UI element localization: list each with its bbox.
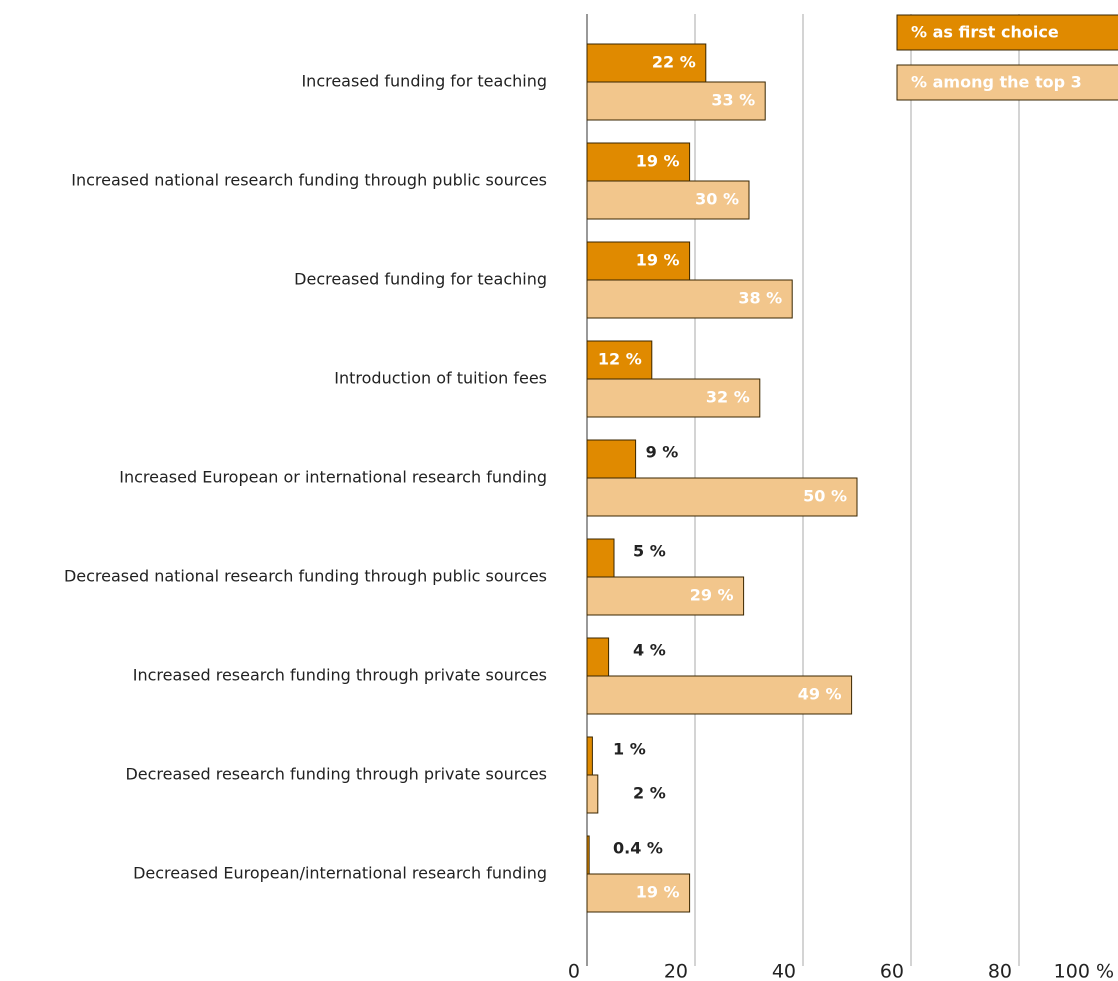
bar (586, 43, 707, 83)
legend-label: % as first choice (911, 23, 1059, 42)
bar (586, 873, 691, 913)
bar (586, 279, 793, 319)
value-label: 30 % (695, 190, 739, 209)
bar (586, 378, 761, 418)
value-label: 49 % (798, 685, 842, 704)
bar (586, 538, 615, 578)
bar (586, 576, 745, 616)
x-tick-label: 0 (568, 961, 580, 981)
legend-label: % among the top 3 (911, 73, 1082, 92)
value-label: 19 % (636, 251, 680, 270)
category-label: Increased national research funding thro… (71, 171, 547, 190)
bar (586, 81, 766, 121)
category-label: Decreased national research funding thro… (64, 567, 547, 586)
category-label: Decreased research funding through priva… (125, 765, 547, 784)
category-label: Increased research funding through priva… (133, 666, 547, 685)
x-tick-label: 100 % (1054, 961, 1114, 981)
bar (586, 736, 593, 776)
value-label: 38 % (738, 289, 782, 308)
category-label: Decreased funding for teaching (294, 270, 547, 289)
bar (586, 637, 610, 677)
x-tick-label: 80 (988, 961, 1012, 981)
value-label: 2 % (633, 784, 666, 803)
value-label: 9 % (646, 443, 679, 462)
value-label: 19 % (636, 883, 680, 902)
bar (586, 241, 691, 281)
value-label: 19 % (636, 152, 680, 171)
value-label: 12 % (598, 350, 642, 369)
value-label: 33 % (711, 91, 755, 110)
x-tick-label: 40 (772, 961, 796, 981)
legend-swatch (896, 64, 1118, 101)
category-label: Introduction of tuition fees (334, 369, 547, 388)
bar (586, 774, 599, 814)
legend-swatch (896, 14, 1118, 51)
bar (586, 675, 853, 715)
value-label: 32 % (706, 388, 750, 407)
value-label: 29 % (690, 586, 734, 605)
value-label: 50 % (803, 487, 847, 506)
bar (586, 835, 590, 875)
bar (586, 340, 653, 380)
value-label: 4 % (633, 641, 666, 660)
category-label: Increased European or international rese… (119, 468, 547, 487)
value-label: 22 % (652, 53, 696, 72)
bar (586, 477, 858, 517)
value-label: 0.4 % (613, 839, 663, 858)
bar (586, 180, 750, 220)
bar (586, 439, 637, 479)
x-tick-label: 60 (880, 961, 904, 981)
bar (586, 142, 691, 182)
category-label: Decreased European/international researc… (133, 864, 547, 883)
value-label: 5 % (633, 542, 666, 561)
x-tick-label: 20 (664, 961, 688, 981)
category-label: Increased funding for teaching (301, 72, 547, 91)
value-label: 1 % (613, 740, 646, 759)
